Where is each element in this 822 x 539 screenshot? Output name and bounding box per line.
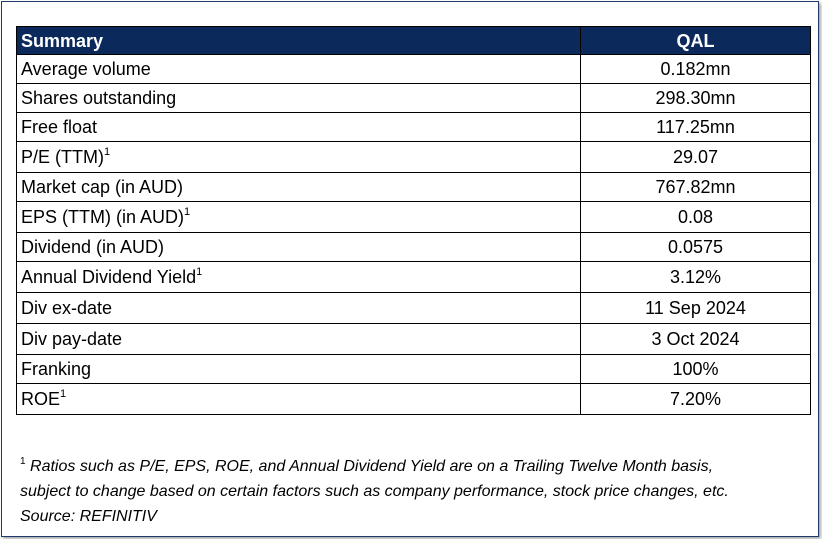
row-label: Div ex-date [16,292,581,324]
footnote-line-2: subject to change based on certain facto… [20,483,729,500]
row-value: 298.30mn [580,83,811,113]
row-label-text: Free float [21,117,98,137]
footnote: 1 Ratios such as P/E, EPS, ROE, and Annu… [20,454,810,529]
row-label-text: Div ex-date [21,298,113,318]
row-label: Free float [16,112,581,142]
table-row: Annual Dividend Yield1 3.12% [16,261,811,293]
footnote-source: Source: REFINITIV [20,508,157,525]
table-row: Dividend (in AUD) 0.0575 [16,232,811,262]
row-value: 29.07 [580,141,811,173]
row-label: EPS (TTM) (in AUD)1 [16,201,581,233]
row-label-text: Shares outstanding [21,88,177,108]
table-row: Market cap (in AUD) 767.82mn [16,172,811,202]
table-row: Shares outstanding 298.30mn [16,83,811,113]
row-label-text: ROE [21,389,61,409]
table-row: P/E (TTM)1 29.07 [16,141,811,173]
row-label: Market cap (in AUD) [16,172,581,202]
summary-table: Summary QAL Average volume 0.182mn Shares … [16,26,811,415]
table-row: Franking 100% [16,354,811,384]
header-summary: Summary [16,26,581,55]
footnote-marker: 1 [20,456,26,467]
row-label-text: P/E (TTM) [21,147,104,167]
row-label-text: Dividend (in AUD) [21,237,165,257]
row-label: Franking [16,354,581,384]
row-label: Average volume [16,54,581,84]
row-label-text: Annual Dividend Yield [21,267,197,287]
row-label: Annual Dividend Yield1 [16,261,581,293]
row-value: 11 Sep 2024 [580,292,811,324]
row-label-text: Franking [21,359,92,379]
table-header-row: Summary QAL [16,26,811,55]
row-label: ROE1 [16,383,581,415]
row-value: 3.12% [580,261,811,293]
row-value: 100% [580,354,811,384]
row-label-text: Div pay-date [21,329,123,349]
table-row: Free float 117.25mn [16,112,811,142]
row-value: 117.25mn [580,112,811,142]
table-row: Div pay-date 3 Oct 2024 [16,323,811,355]
row-label-text: Market cap (in AUD) [21,177,184,197]
footnote-ref: 1 [196,266,203,278]
table-row: EPS (TTM) (in AUD)1 0.08 [16,201,811,233]
footnote-ref: 1 [104,146,111,158]
row-value: 3 Oct 2024 [580,323,811,355]
row-label: P/E (TTM)1 [16,141,581,173]
row-value: 0.182mn [580,54,811,84]
table-row: Average volume 0.182mn [16,54,811,84]
header-ticker: QAL [580,26,811,55]
row-value: 7.20% [580,383,811,415]
row-value: 0.0575 [580,232,811,262]
row-label: Dividend (in AUD) [16,232,581,262]
footnote-ref: 1 [184,206,191,218]
table-row: ROE1 7.20% [16,383,811,415]
row-value: 0.08 [580,201,811,233]
table-row: Div ex-date 11 Sep 2024 [16,292,811,324]
row-label-text: EPS (TTM) (in AUD) [21,207,185,227]
row-label-text: Average volume [21,59,151,79]
footnote-line-1: 1 Ratios such as P/E, EPS, ROE, and Annu… [20,456,714,476]
footnote-ref: 1 [60,388,67,400]
row-value: 767.82mn [580,172,811,202]
row-label: Div pay-date [16,323,581,355]
row-label: Shares outstanding [16,83,581,113]
